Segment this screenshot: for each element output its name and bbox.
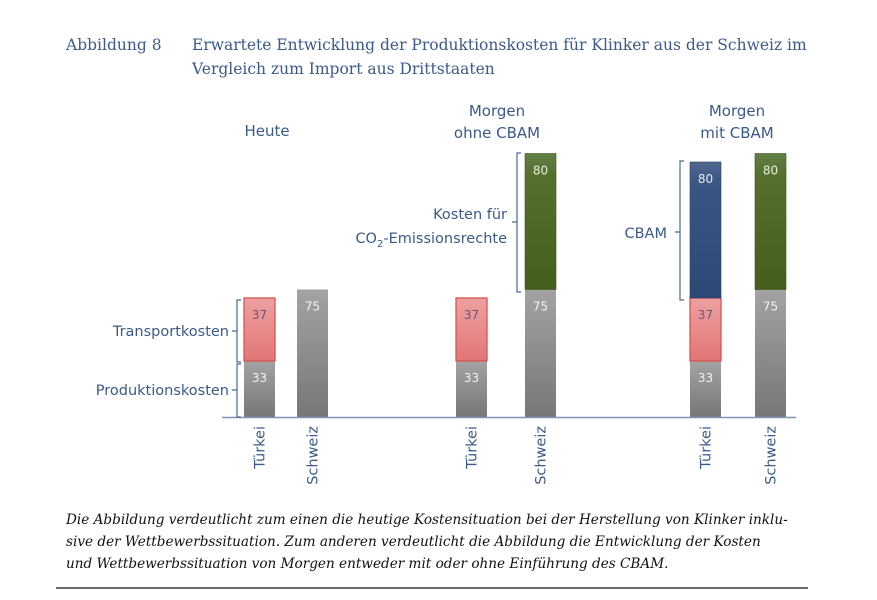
bar-segment-grey (297, 289, 328, 417)
category-labels: Türkei Schweiz Türkei Schweiz Türkei Schweiz (253, 426, 780, 485)
bar-segment-grey (525, 289, 556, 417)
bar-value-label: 75 (533, 300, 548, 314)
annotation-co2-line2: CO2-Emissionsrechte (355, 231, 507, 250)
bar-value-label: 33 (464, 371, 479, 385)
bar-segment-grey (244, 360, 275, 417)
figure-title-line1: Erwartete Entwicklung der Produktionskos… (192, 36, 807, 54)
bar-value-label: 75 (763, 300, 778, 314)
bar-segment-grey (690, 360, 721, 417)
group-label-heute: Heute (244, 122, 289, 140)
annotation-transportkosten: Transportkosten (112, 324, 229, 340)
bar-segment-grey (456, 360, 487, 417)
category-label-tuerkei: Türkei (465, 426, 481, 470)
annotation-cbam: CBAM (624, 226, 667, 242)
group-label-morgen-mit-line2: mit CBAM (700, 124, 773, 142)
bar-value-label: 37 (464, 308, 479, 322)
category-label-tuerkei: Türkei (699, 426, 715, 470)
category-label-schweiz: Schweiz (534, 426, 550, 485)
bar-segment-red (455, 297, 488, 362)
description-line3: und Wettbewerbssituation von Morgen entw… (66, 556, 669, 572)
annotation-co2-line1: Kosten für (433, 207, 507, 223)
brace-production (232, 363, 241, 418)
group-label-morgen-ohne-line2: ohne CBAM (454, 124, 540, 142)
bar-segment-blue (689, 161, 722, 299)
bar-segment-green (524, 153, 557, 290)
brace-cbam (675, 160, 684, 301)
bar-value-label: 33 (252, 371, 267, 385)
figure-label: Abbildung 8 (66, 36, 162, 54)
bar-value-label: 75 (305, 300, 320, 314)
divider-rule (56, 587, 808, 589)
bars-layer: 33 37 75 33 37 75 80 33 37 80 75 80 (243, 153, 787, 417)
bar-value-label: 33 (698, 371, 713, 385)
bar-segment-green (754, 153, 787, 290)
bar-segment-grey (755, 289, 786, 417)
bar-segment-red (689, 297, 722, 362)
brace-co2 (512, 152, 521, 293)
category-label-schweiz: Schweiz (764, 426, 780, 485)
description-line1: Die Abbildung verdeutlicht zum einen die… (66, 512, 788, 528)
category-label-schweiz: Schweiz (306, 426, 322, 485)
bar-value-label: 37 (698, 308, 713, 322)
bar-value-label: 37 (252, 308, 267, 322)
group-label-morgen-ohne-line1: Morgen (469, 102, 525, 120)
bar-value-label: 80 (533, 164, 548, 178)
figure-title-line2: Vergleich zum Import aus Drittstaaten (192, 60, 495, 78)
bar-value-label: 80 (698, 172, 713, 186)
description-line2: sive der Wettbewerbssituation. Zum ander… (66, 534, 761, 550)
bar-value-label: 80 (763, 164, 778, 178)
bar-segment-red (243, 297, 276, 362)
brace-transport (232, 299, 241, 363)
group-label-morgen-mit-line1: Morgen (709, 102, 765, 120)
annotation-produktionskosten: Produktionskosten (96, 383, 229, 399)
category-label-tuerkei: Türkei (253, 426, 269, 470)
